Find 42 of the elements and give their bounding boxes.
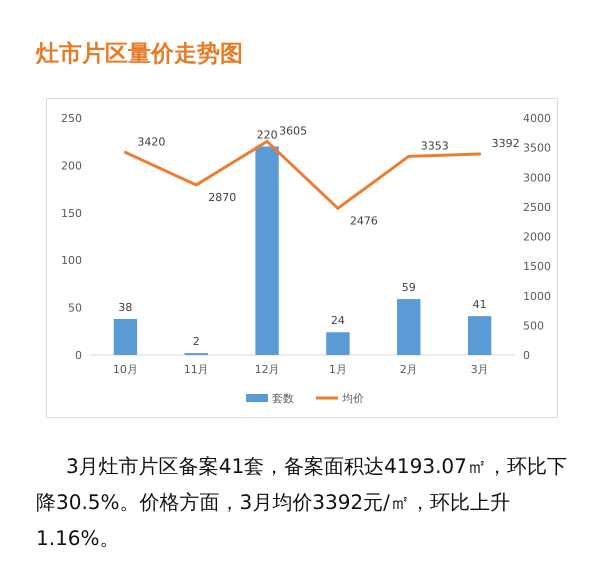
x-tick-label: 12月	[254, 363, 280, 376]
data-label: 24	[330, 314, 345, 328]
bar	[326, 332, 350, 355]
data-label: 3353	[420, 139, 449, 152]
bar	[255, 146, 279, 355]
y2-tick-label: 2500	[523, 200, 551, 214]
y-tick-label: 50	[68, 302, 82, 315]
chart-title: 灶市片区量价走势图	[36, 40, 243, 69]
y-tick-label: 100	[61, 254, 82, 268]
y-tick-label: 150	[61, 206, 82, 220]
x-tick-label: 2月	[400, 363, 418, 376]
y2-tick-label: 500	[523, 319, 544, 332]
bar	[114, 318, 138, 355]
y2-tick-label: 3000	[523, 171, 551, 184]
y-tick-label: 200	[61, 159, 82, 172]
legend-label: 均价	[341, 392, 364, 405]
data-label: 3605	[279, 124, 308, 138]
bar	[468, 316, 492, 355]
data-label: 38	[118, 300, 132, 314]
data-label: 220	[256, 128, 278, 142]
bar	[397, 299, 420, 355]
data-label: 59	[402, 281, 416, 294]
y-tick-label: 0	[75, 349, 82, 362]
data-label: 2	[192, 335, 200, 348]
y2-tick-label: 3500	[523, 142, 551, 155]
y2-tick-label: 0	[523, 349, 530, 362]
y2-tick-label: 4000	[523, 112, 551, 125]
y2-tick-label: 2000	[523, 230, 551, 244]
y2-tick-label: 1500	[523, 260, 551, 274]
x-tick-label: 3月	[470, 363, 489, 376]
data-label: 2476	[350, 214, 378, 228]
data-label: 3392	[492, 137, 520, 150]
text: 3月灶市片区备案41套，备案面积达4193.07㎡，环比下降30.5%。价格方面，3月均价3392元/㎡，环比上升1.16%。	[36, 453, 568, 552]
y-tick-label: 250	[61, 112, 82, 125]
data-label: 3420	[137, 135, 166, 148]
y2-tick-label: 1000	[523, 290, 551, 303]
data-label: 41	[472, 298, 487, 312]
legend-label: 套数	[272, 392, 294, 405]
x-tick-label: 10月	[112, 363, 138, 376]
x-tick-label: 1月	[328, 363, 347, 376]
x-tick-label: 11月	[184, 363, 209, 376]
data-label: 2870	[208, 190, 236, 204]
